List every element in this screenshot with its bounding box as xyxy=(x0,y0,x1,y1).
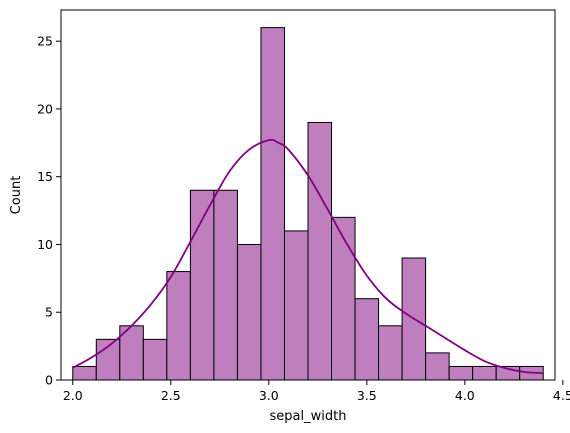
y-axis-label: Count xyxy=(9,176,24,215)
y-tick-label: 25 xyxy=(37,34,53,49)
y-tick-label: 15 xyxy=(37,169,53,184)
histogram-bar xyxy=(331,216,356,381)
histogram-bar xyxy=(472,365,497,381)
x-tick-label: 3.0 xyxy=(259,388,279,403)
histogram-bar xyxy=(166,271,191,381)
x-tick-label: 3.5 xyxy=(357,388,377,403)
histogram-bar xyxy=(260,27,285,381)
histogram-bars xyxy=(72,27,544,381)
y-tick-label: 20 xyxy=(37,101,53,116)
histogram-bar xyxy=(307,121,333,381)
y-axis-ticks: 0 5 10 15 20 25 xyxy=(37,34,61,388)
x-tick-label: 2.0 xyxy=(63,388,83,403)
y-tick-label: 10 xyxy=(37,237,53,252)
axes-frame xyxy=(60,9,556,381)
histogram-bar xyxy=(72,365,97,381)
histogram-bar xyxy=(213,189,238,381)
histogram-bar xyxy=(354,298,380,381)
x-axis-label: sepal_width xyxy=(270,409,347,424)
histogram-bar xyxy=(236,243,262,381)
x-tick-label: 4.0 xyxy=(455,388,475,403)
x-tick-label: 4.5 xyxy=(553,388,570,403)
histogram-bar xyxy=(142,338,168,381)
histogram-bar xyxy=(283,230,309,381)
histogram-bar xyxy=(378,325,403,381)
histogram-bar xyxy=(448,365,474,381)
y-tick-label: 0 xyxy=(45,373,53,388)
kde-curve xyxy=(72,138,544,375)
histogram-bar xyxy=(425,352,450,381)
y-tick-label: 5 xyxy=(45,305,53,320)
x-axis-ticks: 2.0 2.5 3.0 3.5 4.0 4.5 xyxy=(63,380,570,403)
x-tick-label: 2.5 xyxy=(161,388,181,403)
